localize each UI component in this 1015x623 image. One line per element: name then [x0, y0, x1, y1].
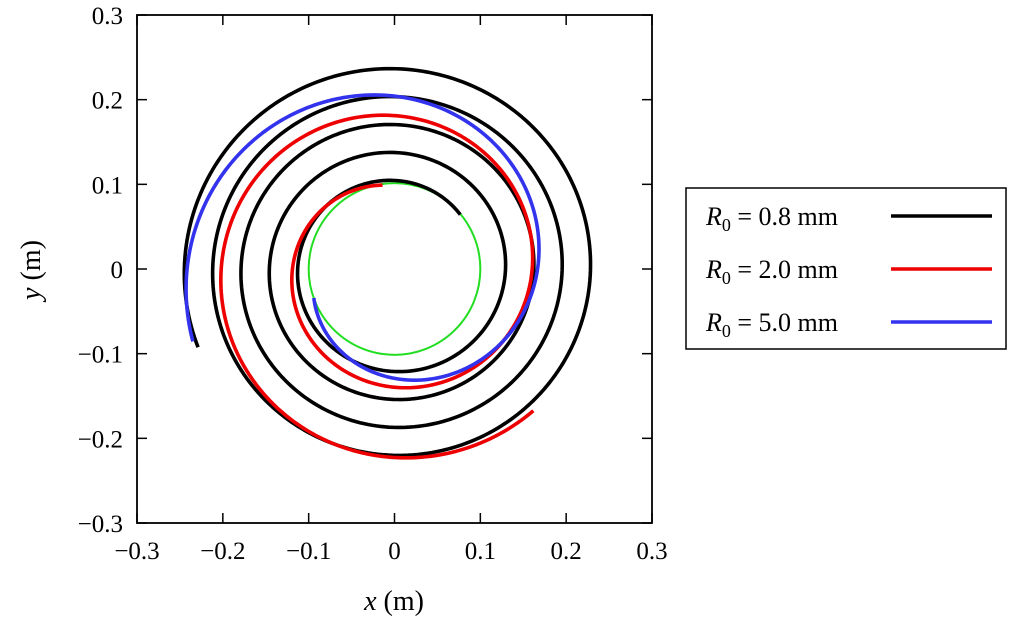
x-tick-label: −0.3	[114, 538, 159, 565]
x-tick-label: −0.2	[200, 538, 245, 565]
series-line-3	[184, 93, 541, 382]
x-axis-label: x (m)	[363, 586, 424, 617]
legend-label: R0 = 0.8 mm	[705, 202, 838, 235]
y-axis-unit: (m)	[16, 240, 47, 287]
x-axis-var: x	[363, 586, 377, 617]
x-tick-label: 0.2	[551, 538, 582, 565]
y-axis-var: y	[16, 287, 47, 303]
x-tick-label: −0.1	[286, 538, 331, 565]
y-tick-label: 0.1	[92, 172, 123, 199]
y-tick-label: −0.1	[78, 342, 123, 369]
legend: R0 = 0.8 mm R0 = 2.0 mm R0 = 5.0 mm	[685, 187, 1007, 350]
legend-items: R0 = 0.8 mm R0 = 2.0 mm R0 = 5.0 mm	[705, 202, 992, 341]
series-line-2	[219, 113, 535, 460]
series-line-1	[182, 66, 593, 458]
legend-label: R0 = 5.0 mm	[705, 308, 838, 341]
plot-area	[182, 66, 593, 460]
y-tick-label: −0.2	[78, 426, 123, 453]
tick-labels-layer: −0.3 −0.2 −0.1 0 0.1 0.2 0.3 −0.3 −0.2 −0.1 0 0.1 0.…	[78, 3, 668, 565]
x-tick-label: 0	[388, 538, 401, 565]
y-axis-label: y (m)	[16, 240, 47, 303]
x-tick-label: 0.3	[636, 538, 667, 565]
x-axis-unit: (m)	[377, 586, 424, 617]
x-tick-label: 0.1	[465, 538, 496, 565]
series-layer	[182, 66, 593, 460]
ticks-layer	[136, 14, 653, 524]
y-tick-label: −0.3	[78, 511, 123, 538]
reference-circle	[307, 182, 482, 356]
y-tick-label: 0	[111, 257, 124, 284]
y-tick-label: 0.3	[92, 3, 123, 30]
legend-label: R0 = 2.0 mm	[705, 255, 838, 288]
y-tick-label: 0.2	[92, 88, 123, 115]
